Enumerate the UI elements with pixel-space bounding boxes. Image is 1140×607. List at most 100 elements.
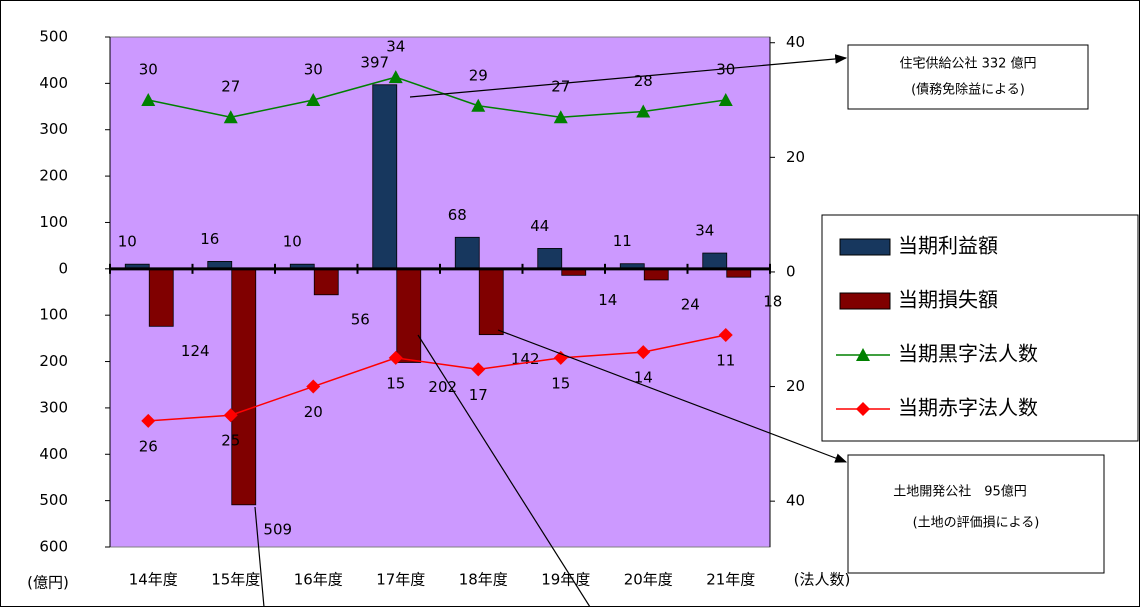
value-label: 15 [551,374,570,392]
value-label: 26 [139,437,158,455]
callout-line [417,334,591,607]
marker [223,408,238,423]
value-label: 29 [469,66,488,84]
marker [553,350,568,365]
annotation-box [847,44,1089,110]
value-label: 27 [551,78,570,96]
value-label: 202 [428,378,457,396]
value-label: 142 [511,350,540,368]
y2-tick-label: 0 [786,262,796,280]
value-label: 20 [304,403,323,421]
marker [471,98,486,112]
legend-label: 当期赤字法人数 [898,396,1038,420]
marker [471,362,486,377]
y-tick-label: 500 [39,28,68,46]
y-tick-label: 100 [39,213,68,231]
y-tick-label: 200 [39,352,68,370]
marker [718,93,733,107]
value-label: 27 [221,78,240,96]
value-label: 14 [598,291,617,309]
y-tick-label: 500 [39,491,68,509]
value-label: 68 [448,206,467,224]
value-label: 30 [304,61,323,79]
value-label: 397 [360,53,389,71]
y-unit-label: (億円) [27,574,69,592]
bar [313,268,339,296]
y-tick-label: 400 [39,74,68,92]
annotation-box [847,454,1105,574]
marker [388,350,403,365]
value-label: 34 [386,38,405,56]
callout-arrow [409,54,848,98]
legend-label: 当期黒字法人数 [898,342,1038,366]
y2-tick-label: 20 [786,377,805,395]
legend-swatch [839,292,891,310]
value-label: 30 [716,61,735,79]
value-label: 18 [763,293,782,311]
value-label: 11 [613,232,632,250]
legend-marker [856,348,870,361]
x-tick-label: 19年度 [541,571,590,589]
marker [636,345,651,360]
value-label: 44 [530,217,549,235]
value-label: 10 [118,233,137,251]
legend-swatch [839,238,891,256]
marker [306,379,321,394]
x-tick-label: 21年度 [706,571,755,589]
value-label: 30 [139,61,158,79]
y-tick-label: 100 [39,306,68,324]
marker [306,93,321,107]
value-label: 25 [221,432,240,450]
annotation-text: (債務免除益による) [911,83,1025,98]
x-tick-label: 14年度 [129,571,178,589]
bar [702,252,728,270]
value-label: 509 [263,520,292,538]
marks: 5004003002001000100200300400500600402002… [39,28,805,589]
callout-arrow [497,329,848,463]
y-tick-label: 400 [39,445,68,463]
bar [478,268,504,336]
marker [388,70,403,84]
callout-line [254,506,265,607]
marker [141,413,156,428]
bar [148,268,174,327]
annotation-text: 住宅供給公社 332 億円 [899,56,1036,72]
value-label: 17 [469,386,488,404]
annotation-text: 土地開発公社 95億円 [893,484,1027,500]
value-label: 34 [695,222,714,240]
y-tick-label: 300 [39,398,68,416]
bar [231,268,257,506]
legend-label: 当期損失額 [898,288,998,312]
x-tick-label: 16年度 [294,571,343,589]
line [148,334,726,422]
y2-unit-label: (法人数) [794,571,851,589]
y-tick-label: 600 [39,538,68,556]
legend-marker [856,402,870,416]
value-label: 28 [634,72,653,90]
value-label: 124 [181,342,210,360]
y-tick-label: 300 [39,120,68,138]
x-tick-label: 15年度 [211,571,260,589]
y2-tick-label: 40 [786,33,805,51]
value-label: 24 [681,295,700,313]
value-label: 15 [386,374,405,392]
line [148,76,726,118]
marker [553,110,568,124]
value-label: 16 [200,230,219,248]
bar [643,268,669,281]
marker [718,327,733,342]
value-label: 56 [351,310,370,328]
y2-tick-label: 20 [786,148,805,166]
y-tick-label: 0 [58,259,68,277]
annotation-text: (土地の評価損による) [913,516,1040,531]
plot-area [109,36,771,548]
value-label: 14 [634,369,653,387]
y2-tick-label: 40 [786,492,805,510]
x-tick-label: 17年度 [376,571,425,589]
y-tick-label: 200 [39,167,68,185]
callouts [254,54,848,607]
marker [636,104,651,118]
value-label: 11 [716,351,735,369]
